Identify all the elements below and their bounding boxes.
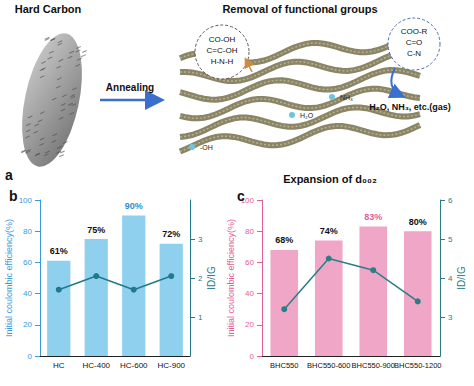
svg-text:100: 100 [19,196,33,205]
svg-text:HC-600: HC-600 [120,361,148,370]
svg-text:CO-OH: CO-OH [209,35,236,44]
svg-text:H-N-H: H-N-H [211,57,234,66]
svg-text:b: b [9,188,18,204]
svg-text:61%: 61% [50,246,68,256]
svg-text:20: 20 [23,320,32,329]
svg-text:100: 100 [240,195,254,205]
svg-text:Initial coulombic efficiency(%: Initial coulombic efficiency(%) [226,219,236,337]
svg-text:75%: 75% [87,225,105,235]
svg-text:90%: 90% [125,201,143,211]
svg-text:COO-R: COO-R [401,27,428,36]
svg-text:2: 2 [198,274,203,283]
svg-text:3: 3 [448,313,453,322]
svg-text:C-N: C-N [407,49,421,58]
svg-text:1: 1 [198,313,203,322]
svg-text:H₂O: H₂O [300,112,314,119]
svg-text:HC-900: HC-900 [157,361,185,370]
svg-text:C=O: C=O [406,38,423,47]
svg-text:NH₃: NH₃ [340,94,353,101]
svg-text:6: 6 [448,196,453,205]
svg-text:Hard Carbon: Hard Carbon [15,3,82,15]
svg-text:5: 5 [448,235,453,244]
svg-text:72%: 72% [162,229,180,239]
svg-text:60: 60 [23,258,32,267]
svg-text:80%: 80% [409,217,427,227]
svg-text:40: 40 [23,289,32,298]
svg-text:Expansion of d₀₀₂: Expansion of d₀₀₂ [283,173,377,185]
svg-text:HC-400: HC-400 [82,361,110,370]
svg-text:68%: 68% [275,235,293,245]
svg-text:Initial coulombic efficiency(%: Initial coulombic efficiency(%) [4,219,14,337]
svg-text:74%: 74% [320,226,338,236]
svg-text:Annealing: Annealing [106,82,154,93]
svg-text:20: 20 [245,320,254,329]
svg-text:ID/IG: ID/IG [206,266,217,290]
svg-text:Removal of functional groups: Removal of functional groups [222,3,377,15]
svg-text:BHC550-1200: BHC550-1200 [394,361,442,370]
svg-text:a: a [5,167,13,183]
svg-text:-OH: -OH [200,144,213,151]
svg-text:0: 0 [250,352,255,361]
svg-text:BHC550: BHC550 [270,361,298,370]
svg-text:60: 60 [245,258,254,267]
svg-text:80: 80 [245,227,254,236]
svg-text:BHC550-900: BHC550-900 [352,361,395,370]
svg-text:c: c [237,188,245,204]
svg-text:C=C-OH: C=C-OH [207,46,238,55]
svg-text:4: 4 [448,274,453,283]
svg-text:ID/IG: ID/IG [456,266,467,290]
svg-text:83%: 83% [364,212,382,222]
svg-text:80: 80 [23,227,32,236]
svg-text:HC: HC [53,361,65,370]
svg-text:BHC550-600: BHC550-600 [307,361,350,370]
svg-text:0: 0 [28,352,33,361]
svg-text:H₂O, NH₃, etc.(gas): H₂O, NH₃, etc.(gas) [369,102,451,112]
svg-text:3: 3 [198,235,203,244]
svg-text:40: 40 [245,289,254,298]
